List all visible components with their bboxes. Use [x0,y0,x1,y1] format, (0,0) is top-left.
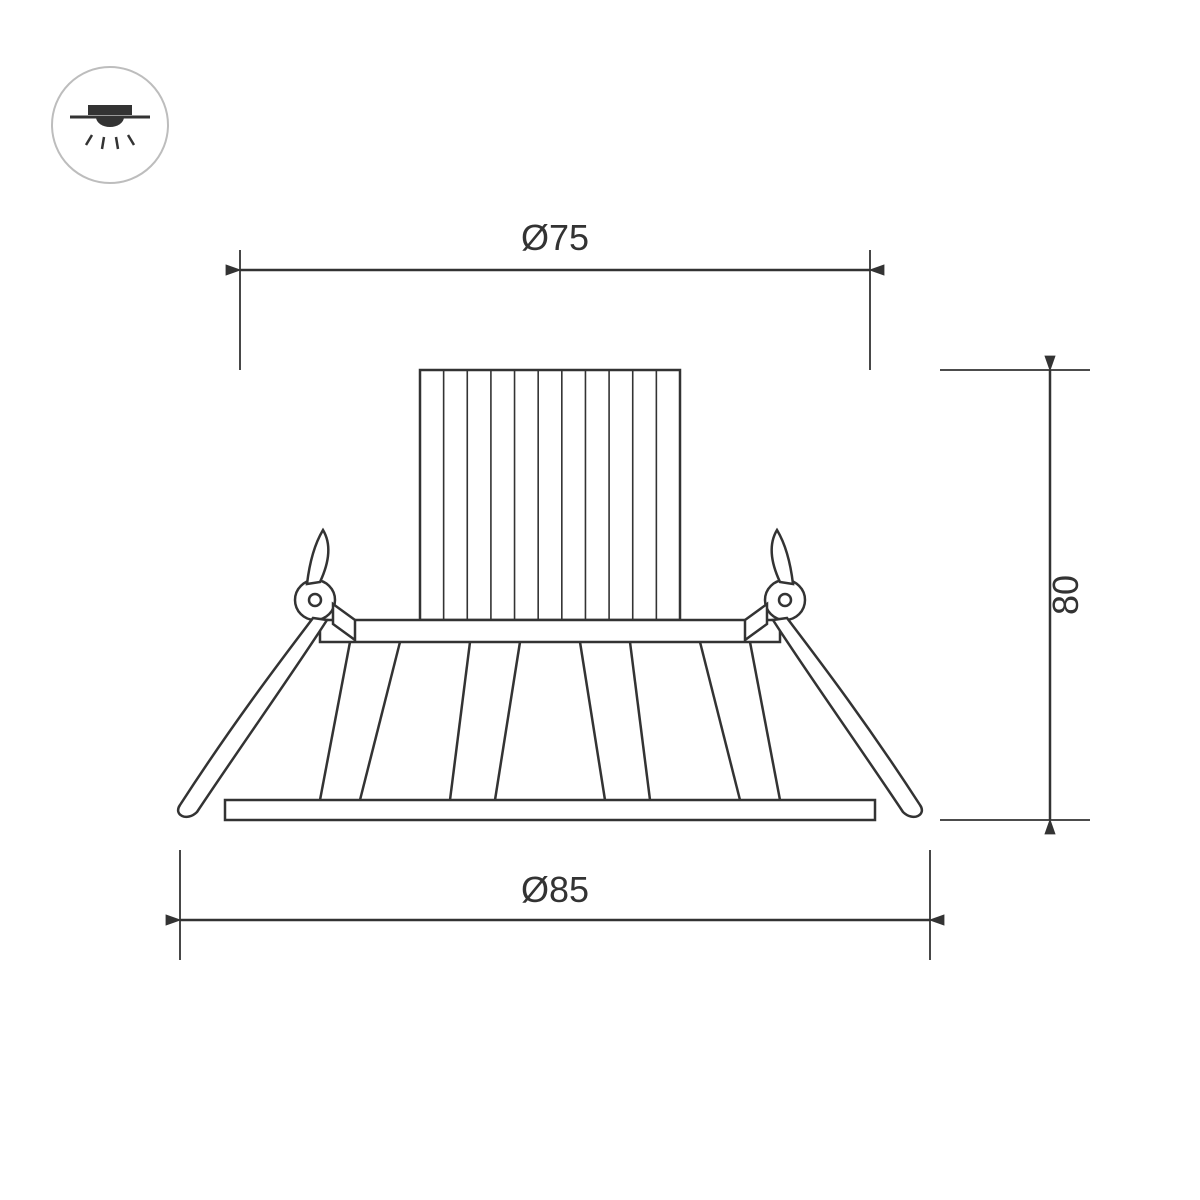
dimension-top-label: Ø75 [521,217,589,258]
downlight-drawing [178,370,922,820]
dimension-bottom-label: Ø85 [521,869,589,910]
dimension-right-label: 80 [1045,575,1086,615]
